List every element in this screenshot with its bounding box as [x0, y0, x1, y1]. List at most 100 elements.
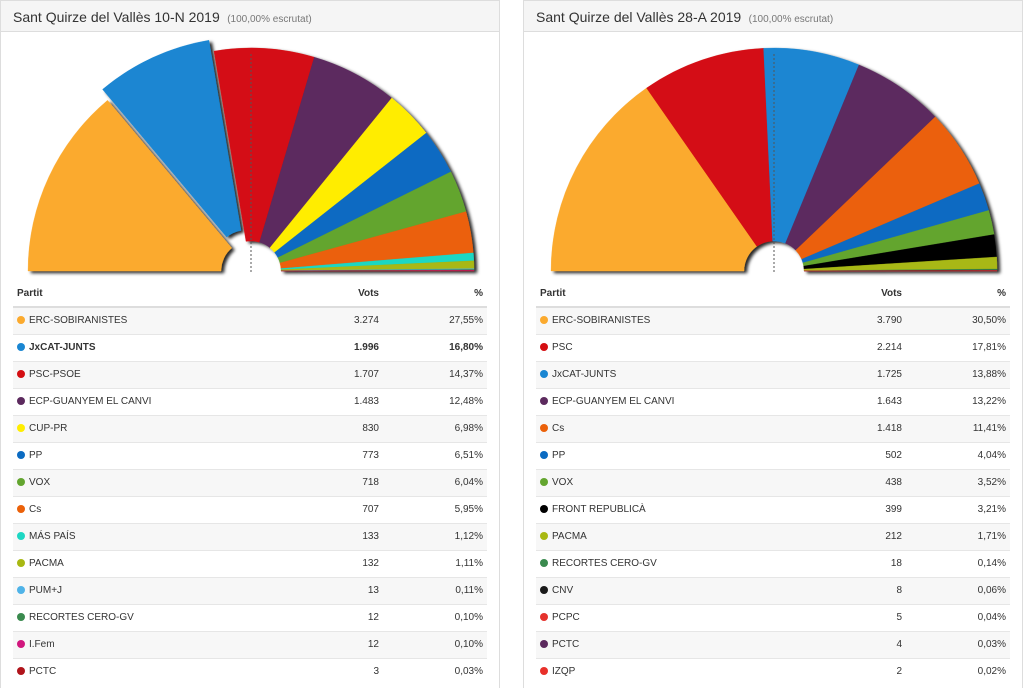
table-row[interactable]: CUP-PR 830 6,98% — [13, 414, 487, 442]
party-name: ECP-GUANYEM EL CANVI — [29, 396, 152, 407]
party-color-dot-icon — [540, 478, 548, 486]
party-color-dot-icon — [17, 478, 25, 486]
hemicycle-svg — [550, 47, 998, 274]
votes-cell: 718 — [273, 468, 383, 496]
table-row[interactable]: PACMA 212 1,71% — [536, 522, 1010, 550]
header-pct: % — [383, 280, 487, 308]
table-row[interactable]: MÁS PAÍS 133 1,12% — [13, 522, 487, 550]
party-color-dot-icon — [540, 316, 548, 325]
party-cell: PACMA — [13, 549, 273, 577]
table-row[interactable]: RECORTES CERO-GV 18 0,14% — [536, 549, 1010, 577]
votes-cell: 132 — [273, 549, 383, 577]
party-color-dot-icon — [17, 424, 25, 432]
pct-cell: 0,11% — [383, 576, 487, 604]
votes-cell: 12 — [273, 630, 383, 658]
party-cell: MÁS PAÍS — [13, 522, 273, 550]
table-row[interactable]: ECP-GUANYEM EL CANVI 1.483 12,48% — [13, 387, 487, 415]
party-color-dot-icon — [540, 667, 548, 676]
party-cell: IZQP — [536, 657, 796, 685]
table-row[interactable]: ECP-GUANYEM EL CANVI 1.643 13,22% — [536, 387, 1010, 415]
pct-cell: 16,80% — [383, 333, 487, 361]
results-panel-28a: Sant Quirze del Vallès 28-A 2019 (100,00… — [523, 0, 1023, 688]
votes-cell: 502 — [796, 441, 906, 469]
party-name: PSC — [552, 342, 573, 353]
votes-cell: 1.725 — [796, 360, 906, 388]
party-color-dot-icon — [540, 532, 548, 540]
party-color-dot-icon — [540, 451, 548, 459]
party-cell: ERC-SOBIRANISTES — [536, 306, 796, 334]
votes-cell: 133 — [273, 522, 383, 550]
table-row[interactable]: FRONT REPUBLICÀ 399 3,21% — [536, 495, 1010, 523]
party-cell: PACMA — [536, 522, 796, 550]
party-name: PCPC — [552, 612, 580, 623]
party-color-dot-icon — [17, 343, 25, 351]
votes-cell: 4 — [796, 630, 906, 658]
table-row[interactable]: PCPC 5 0,04% — [536, 603, 1010, 631]
party-color-dot-icon — [540, 613, 548, 621]
votes-cell: 3.790 — [796, 306, 906, 334]
slice-psc-psoe[interactable] — [213, 47, 315, 243]
party-name: CUP-PR — [29, 423, 68, 434]
party-cell: PSC-PSOE — [13, 360, 273, 388]
table-row[interactable]: Cs 1.418 11,41% — [536, 414, 1010, 442]
panel-header: Sant Quirze del Vallès 28-A 2019 (100,00… — [524, 1, 1022, 32]
party-color-dot-icon — [17, 505, 25, 513]
table-row[interactable]: PACMA 132 1,11% — [13, 549, 487, 577]
pct-cell: 0,04% — [906, 603, 1010, 631]
table-row[interactable]: RECORTES CERO-GV 12 0,10% — [13, 603, 487, 631]
table-row[interactable]: PP 502 4,04% — [536, 441, 1010, 469]
party-color-dot-icon — [17, 559, 25, 567]
party-color-dot-icon — [17, 640, 25, 648]
pct-cell: 1,11% — [383, 549, 487, 577]
votes-cell: 5 — [796, 603, 906, 631]
party-color-dot-icon — [17, 370, 25, 378]
party-name: CNV — [552, 585, 574, 596]
party-name: PCTC — [552, 639, 580, 650]
party-color-dot-icon — [540, 586, 548, 594]
party-cell: PUM+J — [13, 576, 273, 604]
table-row[interactable]: CNV 8 0,06% — [536, 576, 1010, 604]
party-cell: Cs — [13, 495, 273, 523]
table-row[interactable]: ERC-SOBIRANISTES 3.790 30,50% — [536, 306, 1010, 334]
party-color-dot-icon — [17, 667, 25, 676]
pct-cell: 0,14% — [906, 549, 1010, 577]
pct-cell: 11,41% — [906, 414, 1010, 442]
pct-cell: 4,04% — [906, 441, 1010, 469]
party-name: PP — [29, 450, 43, 461]
party-name: PCTC — [29, 666, 57, 678]
table-row[interactable]: PCTC 4 0,03% — [536, 630, 1010, 658]
table-row[interactable]: JxCAT-JUNTS 1.996 16,80% — [13, 333, 487, 361]
table-row[interactable]: Cs 707 5,95% — [13, 495, 487, 523]
votes-cell: 12 — [273, 603, 383, 631]
table-row[interactable]: I.Fem 12 0,10% — [13, 630, 487, 658]
table-row[interactable]: PSC 2.214 17,81% — [536, 333, 1010, 361]
pct-cell: 14,37% — [383, 360, 487, 388]
pct-cell: 17,81% — [906, 333, 1010, 361]
slice-jxcat-junts[interactable] — [102, 40, 242, 238]
table-row[interactable]: IZQP 2 0,02% — [536, 657, 1010, 685]
pct-cell: 1,71% — [906, 522, 1010, 550]
table-row[interactable]: PSC-PSOE 1.707 14,37% — [13, 360, 487, 388]
party-name: JxCAT-JUNTS — [29, 342, 96, 353]
slice-psc[interactable] — [646, 48, 773, 247]
votes-cell: 3.274 — [273, 306, 383, 334]
votes-cell: 399 — [796, 495, 906, 523]
table-row[interactable]: PUM+J 13 0,11% — [13, 576, 487, 604]
table-row[interactable]: PP 773 6,51% — [13, 441, 487, 469]
pct-cell: 0,02% — [906, 657, 1010, 685]
party-cell: VOX — [536, 468, 796, 496]
votes-cell: 773 — [273, 441, 383, 469]
results-table: Partit Vots % ERC-SOBIRANISTES 3.274 27,55… — [13, 280, 487, 685]
table-row[interactable]: VOX 718 6,04% — [13, 468, 487, 496]
party-name: FRONT REPUBLICÀ — [552, 504, 646, 515]
table-row[interactable]: JxCAT-JUNTS 1.725 13,88% — [536, 360, 1010, 388]
party-color-dot-icon — [540, 640, 548, 648]
party-name: PP — [552, 450, 566, 461]
party-name: VOX — [552, 477, 574, 488]
party-color-dot-icon — [540, 397, 548, 405]
party-color-dot-icon — [540, 424, 548, 432]
table-row[interactable]: VOX 438 3,52% — [536, 468, 1010, 496]
party-cell: FRONT REPUBLICÀ — [536, 495, 796, 523]
table-row[interactable]: PCTC 3 0,03% — [13, 657, 487, 685]
table-row[interactable]: ERC-SOBIRANISTES 3.274 27,55% — [13, 306, 487, 334]
